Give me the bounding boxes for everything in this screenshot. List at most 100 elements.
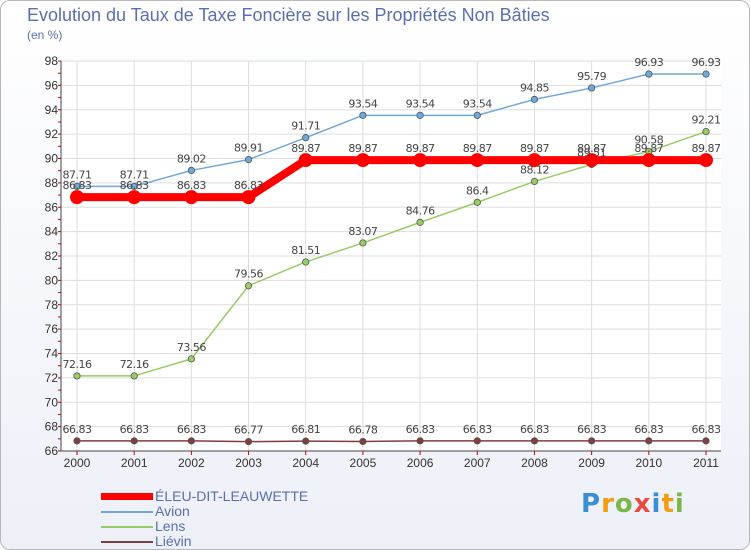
data-point: [530, 177, 539, 186]
logo-letter: o: [614, 489, 634, 519]
data-point: [73, 182, 81, 191]
legend-label-lievin: Liévin: [155, 533, 192, 549]
logo-letter: r: [601, 489, 615, 519]
legend-swatch-avion: [101, 511, 153, 513]
y-tick-label: 98: [45, 54, 59, 68]
data-point: [641, 153, 656, 168]
data-label: 66.77: [234, 424, 263, 437]
data-point: [73, 372, 81, 380]
data-label: 94.85: [520, 81, 549, 94]
data-point: [530, 437, 539, 445]
data-point: [702, 70, 710, 78]
data-point: [416, 437, 424, 445]
data-label: 66.81: [291, 423, 320, 436]
x-tick-label: 2006: [407, 456, 434, 470]
data-point: [302, 437, 310, 445]
data-label: 66.83: [692, 423, 721, 436]
legend-label-lens: Lens: [155, 518, 186, 534]
data-label: 89.87: [348, 142, 377, 155]
data-label: 89.87: [406, 142, 435, 155]
data-point: [187, 355, 195, 363]
legend-swatch-eleu: [101, 493, 153, 500]
y-tick-label: 76: [45, 322, 59, 336]
y-tick-label: 94: [45, 103, 59, 117]
data-point: [70, 190, 84, 205]
data-point: [359, 239, 367, 247]
data-point: [130, 437, 138, 445]
legend-label-avion: Avion: [155, 503, 190, 519]
data-point: [702, 127, 710, 136]
data-label: 72.16: [63, 358, 92, 371]
data-point: [702, 437, 710, 445]
data-label: 92.21: [692, 114, 721, 127]
data-label: 96.93: [692, 56, 721, 69]
data-point: [187, 166, 195, 175]
series-line: [73, 156, 710, 202]
data-label: 89.87: [692, 142, 721, 155]
x-tick-label: 2009: [578, 456, 605, 470]
x-tick-label: 2002: [178, 456, 205, 470]
data-point: [473, 111, 481, 119]
logo-letter: P: [581, 489, 602, 519]
series-line: [76, 73, 707, 188]
data-point: [473, 198, 481, 206]
data-label: 66.83: [577, 423, 606, 436]
y-tick-label: 82: [45, 249, 59, 263]
data-label: 66.83: [63, 423, 92, 436]
logo-letter: x: [633, 489, 652, 519]
x-tick-label: 2000: [64, 456, 91, 470]
data-point: [584, 153, 599, 168]
x-tick-label: 2004: [292, 456, 319, 470]
data-label: 89.02: [177, 152, 206, 165]
y-tick-label: 92: [45, 127, 59, 141]
data-label: 93.54: [406, 97, 435, 110]
x-tick-label: 2003: [235, 456, 262, 470]
y-tick-label: 66: [45, 444, 59, 458]
data-label: 83.07: [348, 225, 377, 238]
data-label: 86.83: [120, 179, 149, 192]
data-point: [127, 190, 142, 205]
logo-letter: i: [674, 489, 685, 519]
data-label: 66.78: [348, 423, 377, 436]
data-label: 96.93: [634, 56, 663, 69]
data-label: 66.83: [177, 423, 206, 436]
data-point: [302, 258, 310, 266]
data-point: [699, 153, 713, 168]
data-label: 66.83: [463, 423, 492, 436]
data-point: [645, 70, 653, 78]
data-label: 66.83: [520, 423, 549, 436]
data-label: 72.16: [120, 358, 149, 371]
data-label: 66.83: [120, 423, 149, 436]
data-label: 86.83: [234, 179, 263, 192]
data-point: [244, 282, 253, 290]
data-label: 91.71: [291, 120, 320, 133]
data-point: [413, 153, 428, 168]
data-label: 89.87: [577, 142, 606, 155]
data-label: 93.54: [463, 97, 492, 110]
data-point: [588, 84, 596, 92]
data-label: 90.58: [634, 133, 663, 146]
data-point: [416, 218, 424, 226]
logo-letter: i: [651, 489, 662, 519]
data-point: [184, 190, 199, 205]
y-tick-label: 72: [45, 371, 59, 385]
data-point: [130, 182, 138, 191]
data-point: [302, 134, 310, 142]
legend-swatch-lievin: [101, 541, 153, 543]
data-label: 79.56: [234, 268, 263, 281]
data-point: [355, 153, 370, 168]
x-tick-label: 2007: [464, 456, 491, 470]
data-label: 89.87: [520, 142, 549, 155]
legend-label-eleu: ÉLEU-DIT-LEAUWETTE: [155, 488, 309, 504]
data-label: 89.51: [577, 146, 606, 159]
series-line: [76, 440, 707, 443]
y-tick-label: 96: [45, 78, 59, 92]
data-label: 86.4: [466, 184, 489, 197]
data-point: [241, 190, 256, 205]
data-label: 89.87: [291, 142, 320, 155]
y-tick-label: 90: [45, 152, 59, 166]
data-point: [359, 111, 367, 119]
legend-swatch-lens: [101, 526, 153, 528]
data-point: [298, 153, 313, 168]
